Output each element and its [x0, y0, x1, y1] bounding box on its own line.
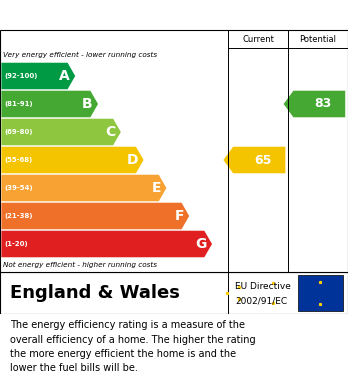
Polygon shape: [1, 147, 144, 173]
Polygon shape: [1, 119, 121, 145]
Polygon shape: [1, 91, 98, 117]
Bar: [298, 275, 343, 310]
Text: 65: 65: [254, 154, 271, 167]
Text: C: C: [105, 125, 116, 139]
Polygon shape: [223, 147, 285, 173]
Text: (69-80): (69-80): [4, 129, 33, 135]
Text: B: B: [82, 97, 93, 111]
Text: Very energy efficient - lower running costs: Very energy efficient - lower running co…: [3, 52, 158, 58]
Text: (1-20): (1-20): [4, 241, 28, 247]
Polygon shape: [1, 175, 166, 201]
Text: Energy Efficiency Rating: Energy Efficiency Rating: [10, 7, 220, 23]
Text: The energy efficiency rating is a measure of the
overall efficiency of a home. T: The energy efficiency rating is a measur…: [10, 320, 256, 373]
Text: England & Wales: England & Wales: [10, 284, 180, 302]
Text: A: A: [59, 69, 70, 83]
Text: Potential: Potential: [300, 34, 337, 43]
Polygon shape: [284, 91, 345, 117]
Polygon shape: [1, 63, 75, 89]
Text: (21-38): (21-38): [4, 213, 33, 219]
Text: EU Directive: EU Directive: [235, 282, 291, 291]
Polygon shape: [1, 231, 212, 257]
Text: Current: Current: [242, 34, 274, 43]
Text: E: E: [152, 181, 161, 195]
Text: (81-91): (81-91): [4, 101, 33, 107]
Text: 83: 83: [314, 97, 331, 111]
Text: F: F: [174, 209, 184, 223]
Text: (92-100): (92-100): [4, 73, 38, 79]
Text: Not energy efficient - higher running costs: Not energy efficient - higher running co…: [3, 262, 158, 268]
Polygon shape: [1, 203, 189, 229]
Text: (39-54): (39-54): [4, 185, 33, 191]
Text: 2002/91/EC: 2002/91/EC: [235, 297, 287, 306]
Text: (55-68): (55-68): [4, 157, 32, 163]
Text: G: G: [195, 237, 207, 251]
Text: D: D: [127, 153, 139, 167]
